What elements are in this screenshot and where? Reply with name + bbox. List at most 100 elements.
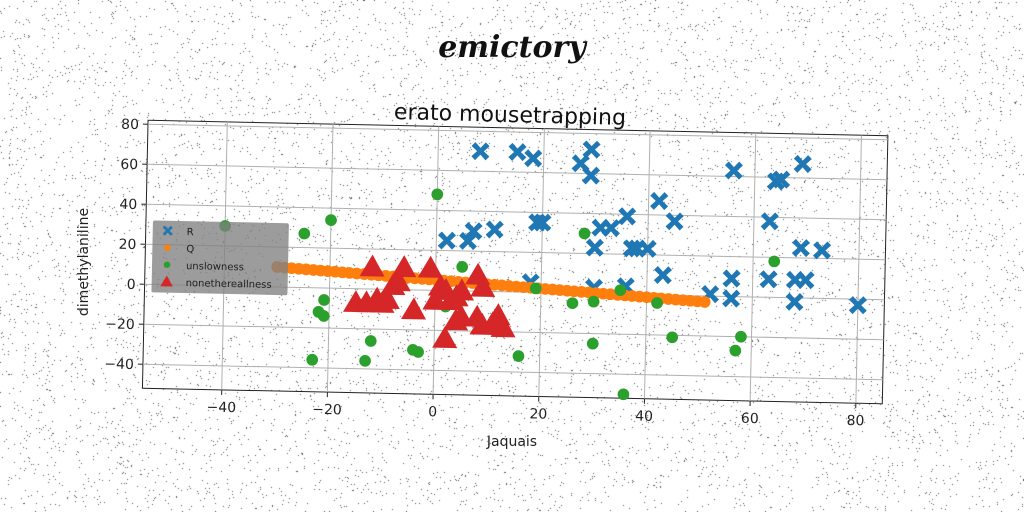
data-point <box>735 330 747 343</box>
data-point <box>512 350 525 362</box>
data-point <box>587 295 600 308</box>
chart-title: erato mousetrapping <box>394 100 627 131</box>
y-grid-line <box>147 123 888 141</box>
data-point <box>359 254 385 277</box>
data-point <box>586 337 599 350</box>
data-point <box>412 346 424 358</box>
data-point <box>431 188 444 201</box>
legend-marker <box>164 244 171 251</box>
legend-label: Q <box>186 244 194 255</box>
data-point <box>325 214 337 226</box>
data-point <box>729 344 742 357</box>
x-tick-label: 0 <box>428 404 437 420</box>
data-point <box>651 297 663 309</box>
legend-marker <box>160 275 173 287</box>
data-point <box>529 282 542 295</box>
data-point <box>638 239 657 258</box>
data-point <box>617 388 630 401</box>
x-grid-line <box>326 124 334 393</box>
data-point <box>665 212 684 231</box>
x-grid-line <box>643 130 651 399</box>
x-tick-label: −20 <box>312 402 342 419</box>
data-point <box>524 149 543 168</box>
legend-label: R <box>187 227 194 238</box>
data-point <box>364 335 377 347</box>
data-point <box>490 315 516 338</box>
data-point <box>722 269 741 288</box>
data-point <box>793 154 812 174</box>
y-grid-line <box>142 363 883 381</box>
legend-label: nonethereallness <box>186 278 272 291</box>
legend-marker <box>162 225 173 236</box>
x-tick-label: 80 <box>846 413 864 429</box>
y-tick-label: 0 <box>127 277 136 293</box>
data-point <box>456 261 469 273</box>
data-point <box>791 238 811 258</box>
y-tick-label: 60 <box>120 157 138 173</box>
x-grid-line <box>538 128 545 397</box>
data-point <box>508 142 527 162</box>
x-grid-line <box>749 133 757 401</box>
data-point <box>464 222 483 241</box>
data-point <box>306 353 319 366</box>
data-point <box>437 231 456 250</box>
data-point <box>578 227 591 240</box>
x-axis-label: Jaquais <box>486 434 537 450</box>
data-point <box>650 191 669 211</box>
x-tick-label: 20 <box>529 406 547 422</box>
data-point <box>722 289 741 308</box>
series-nonethereallness <box>343 254 516 349</box>
data-point <box>449 278 474 301</box>
data-point <box>417 255 443 278</box>
data-point <box>772 170 791 189</box>
data-point <box>485 303 511 326</box>
data-point <box>785 292 804 311</box>
data-point <box>470 274 496 297</box>
data-point <box>618 207 637 226</box>
data-point <box>768 255 781 268</box>
y-tick-label: 20 <box>118 237 136 253</box>
data-point <box>724 161 743 180</box>
legend-label: unslowness <box>186 261 244 273</box>
data-point <box>622 239 641 258</box>
data-point <box>698 296 711 308</box>
data-point <box>471 142 490 161</box>
y-axis-label: dimethylaniline <box>76 208 92 316</box>
plot-area: −40 −20 0 20 40 60 80 −40 −20 0 20 40 60 80 RQunslown… <box>104 117 889 430</box>
data-point <box>401 297 427 320</box>
data-point <box>391 255 417 278</box>
data-point <box>582 140 601 159</box>
data-point <box>458 231 478 251</box>
series-R <box>437 140 868 315</box>
axis-ticks: −40 −20 0 20 40 60 80 −40 −20 0 20 40 60 80 <box>104 117 864 430</box>
data-point <box>759 270 778 289</box>
x-tick-label: −40 <box>206 400 236 417</box>
data-point <box>443 308 469 331</box>
x-tick-label: 40 <box>635 409 653 425</box>
data-point <box>485 220 504 239</box>
data-point <box>796 270 815 290</box>
series-Q <box>271 261 711 308</box>
data-point <box>566 297 579 310</box>
plot-frame <box>141 119 889 405</box>
y-tick-label: 80 <box>121 117 139 133</box>
legend-box <box>151 220 289 296</box>
data-point <box>374 286 400 309</box>
data-point <box>848 296 868 315</box>
data-point <box>653 265 673 285</box>
data-point <box>528 213 547 232</box>
data-point <box>359 355 371 367</box>
x-grid-line <box>855 135 862 404</box>
data-point <box>298 227 311 240</box>
data-point <box>465 262 491 285</box>
y-tick-label: −20 <box>105 316 135 333</box>
data-point <box>318 294 330 306</box>
legend-marker <box>163 261 171 268</box>
y-tick-label: 40 <box>119 197 137 213</box>
data-point <box>614 284 627 297</box>
figure-suptitle: emictory <box>438 30 586 65</box>
data-point <box>585 238 604 257</box>
data-point <box>581 166 601 185</box>
x-grid-line <box>432 126 440 395</box>
